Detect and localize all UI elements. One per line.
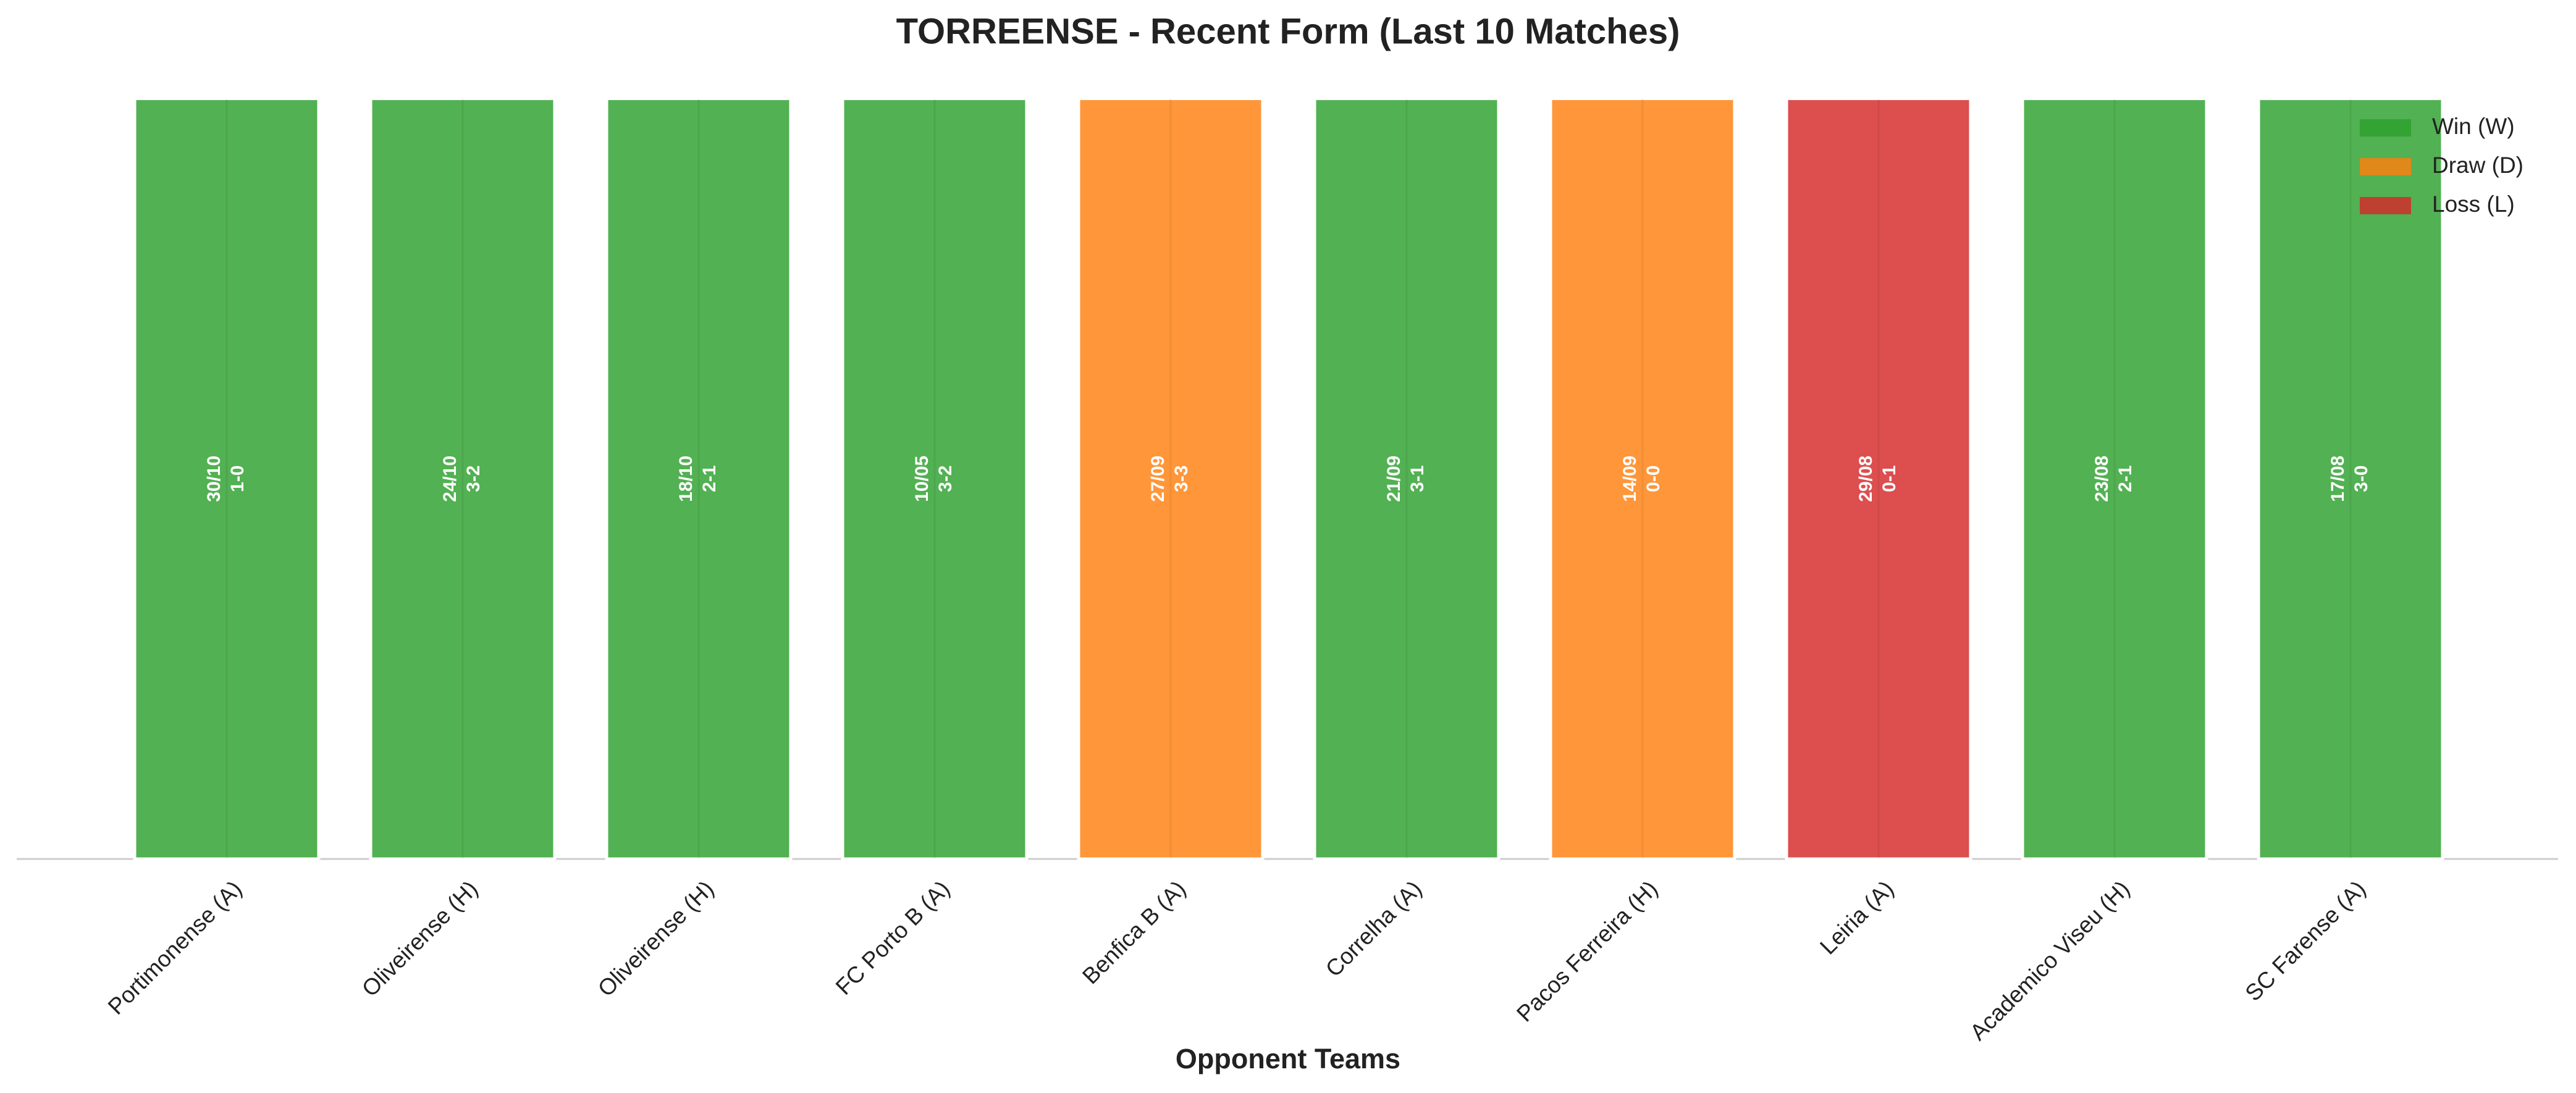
- bar-score-label: 3-2: [935, 466, 956, 492]
- x-axis-label: Opponent Teams: [1176, 1043, 1400, 1074]
- bar: [1313, 97, 1501, 861]
- chart-title: TORREENSE - Recent Form (Last 10 Matches…: [896, 11, 1680, 51]
- bar: [1785, 97, 1972, 861]
- bar-score-label: 0-0: [1643, 466, 1664, 492]
- bar-score-label: 3-3: [1171, 466, 1192, 492]
- x-tick-label: Benfica B (A): [1077, 876, 1190, 989]
- bar: [1077, 97, 1265, 861]
- x-tick-label: Academico Viseu (H): [1965, 876, 2134, 1045]
- x-tick-label: Correlha (A): [1321, 876, 1426, 981]
- bar: [2257, 97, 2444, 861]
- x-tick-label: SC Farense (A): [2241, 876, 2371, 1006]
- bar-score-label: 1-0: [227, 466, 248, 492]
- bar-score-label: 2-1: [699, 466, 720, 492]
- bar-date-label: 18/10: [676, 456, 696, 502]
- bar: [1549, 97, 1736, 861]
- bar-score-label: 3-1: [1407, 466, 1428, 492]
- x-tick-label: Pacos Ferreira (H): [1512, 876, 1662, 1026]
- bar-date-label: 23/08: [2092, 456, 2112, 502]
- x-tick-label: Oliveirense (H): [593, 876, 718, 1001]
- bar-score-label: 0-1: [1879, 466, 1900, 492]
- bar-score-label: 3-2: [463, 466, 484, 492]
- x-tick-label: Leiria (A): [1815, 876, 1898, 959]
- bar: [841, 97, 1029, 861]
- bar-date-label: 17/08: [2328, 456, 2348, 502]
- legend-swatch: [2360, 158, 2411, 175]
- bar: [369, 97, 557, 861]
- bar-score-label: 2-1: [2115, 466, 2136, 492]
- bar-date-label: 14/09: [1620, 456, 1640, 502]
- bar-date-label: 27/09: [1148, 456, 1168, 502]
- legend-label: Draw (D): [2432, 153, 2523, 178]
- x-tick-label: Oliveirense (H): [357, 876, 482, 1001]
- bar-date-label: 24/10: [440, 456, 460, 502]
- bar-score-label: 3-0: [2351, 466, 2372, 492]
- x-tick-label: Portimonense (A): [103, 876, 247, 1020]
- bar-date-label: 10/05: [912, 456, 932, 502]
- legend-label: Win (W): [2432, 114, 2515, 139]
- bar: [133, 97, 321, 861]
- bar: [605, 97, 793, 861]
- bar-date-label: 30/10: [204, 456, 224, 502]
- legend-swatch: [2360, 119, 2411, 136]
- bar-date-label: 21/09: [1384, 456, 1404, 502]
- legend-label: Loss (L): [2432, 191, 2515, 217]
- bar: [2021, 97, 2208, 861]
- bar-date-label: 29/08: [1856, 456, 1876, 502]
- legend-swatch: [2360, 197, 2411, 214]
- x-tick-label: FC Porto B (A): [831, 876, 955, 1000]
